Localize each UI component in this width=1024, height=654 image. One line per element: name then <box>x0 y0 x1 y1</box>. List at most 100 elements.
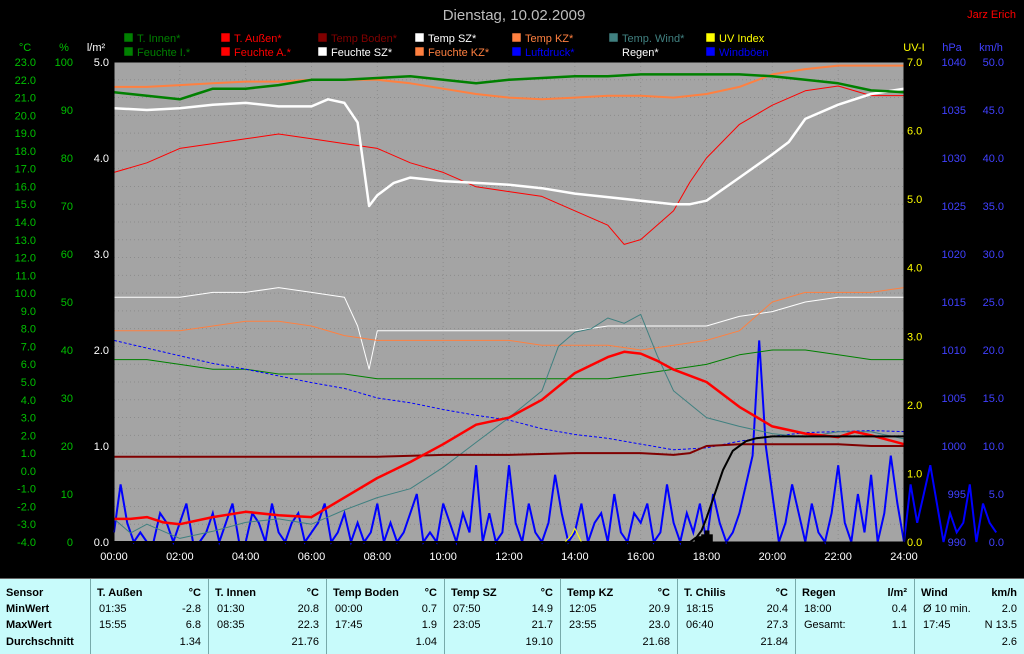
stats-min-value: 0.4 <box>891 603 907 615</box>
series-line-feuchte-kz <box>114 287 905 351</box>
temp-tick-label: 10.0 <box>15 288 36 300</box>
stats-max-value: 1.9 <box>421 619 437 631</box>
stats-max-value: N 13.5 <box>984 619 1017 631</box>
legend-label: UV Index <box>719 33 765 45</box>
temp-tick-label: 11.0 <box>15 270 36 282</box>
stats-column: T. Innen °C 01:30 20.8 08:35 22.3 21.76 <box>208 579 325 654</box>
x-tick-label: 14:00 <box>561 551 589 563</box>
stats-average-value: 21.84 <box>760 636 788 648</box>
legend-label: Luftdruck* <box>525 47 575 59</box>
temp-tick-label: 13.0 <box>15 235 36 247</box>
stats-column-title: Temp SZ <box>451 587 497 599</box>
stats-average-value: 19.10 <box>525 636 553 648</box>
legend-label: Regen* <box>622 47 659 59</box>
temp-tick-label: 23.0 <box>15 57 36 69</box>
stats-column-title: Temp Boden <box>333 587 399 599</box>
pressure-tick-label: 1015 <box>942 297 966 309</box>
series-line-t-au-en <box>114 350 905 526</box>
plot-frame <box>113 61 905 543</box>
x-tick-label: 24:00 <box>890 551 918 563</box>
stats-column: T. Chilis °C 18:15 20.4 06:40 27.3 21.84 <box>677 579 794 654</box>
pressure-tick-label: 1005 <box>942 393 966 405</box>
temp-tick-label: 15.0 <box>15 199 36 211</box>
stats-min-time: 00:00 <box>335 603 363 615</box>
humidity-tick-label: 0 <box>67 537 73 549</box>
stats-min-time: 12:05 <box>569 603 597 615</box>
legend-swatch <box>123 46 134 57</box>
x-tick-label: 04:00 <box>232 551 260 563</box>
temp-tick-label: 2.0 <box>21 430 36 442</box>
uv-tick-label: 6.0 <box>907 126 922 138</box>
x-tick-label: 10:00 <box>429 551 457 563</box>
pressure-tick-label: 1030 <box>942 153 966 165</box>
x-tick-label: 08:00 <box>364 551 392 563</box>
temp-tick-label: -2.0 <box>17 501 36 513</box>
stats-column-title: Temp KZ <box>567 587 614 599</box>
stats-row-label: MinWert <box>6 603 50 615</box>
stats-column-unit: °C <box>306 587 319 599</box>
statistics-table: Sensor MinWert MaxWert Durchschnitt T. Außen… <box>0 578 1024 654</box>
temp-tick-label: 14.0 <box>15 217 36 229</box>
wind-tick-label: 45.0 <box>983 105 1004 117</box>
legend-swatch <box>511 46 522 57</box>
stats-average-value: 1.04 <box>415 636 437 648</box>
legend-label: Temp KZ* <box>525 33 574 45</box>
temp-tick-label: 8.0 <box>21 324 36 336</box>
x-tick-label: 22:00 <box>824 551 852 563</box>
stats-average-value: 2.6 <box>1001 636 1017 648</box>
rain-bar <box>707 534 713 542</box>
wind-tick-label: 20.0 <box>983 345 1004 357</box>
temp-tick-label: 17.0 <box>15 164 36 176</box>
x-tick-label: 16:00 <box>627 551 655 563</box>
legend-swatch <box>414 46 425 57</box>
stats-column-unit: l/m² <box>887 587 907 599</box>
temp-tick-label: 7.0 <box>21 341 36 353</box>
legend-label: Temp SZ* <box>428 33 477 45</box>
humidity-tick-label: 10 <box>61 489 73 501</box>
wind-tick-label: 50.0 <box>983 57 1004 69</box>
uv-axis-label: UV-I <box>903 42 924 54</box>
pressure-tick-label: 1010 <box>942 345 966 357</box>
temp-tick-label: -1.0 <box>17 484 36 496</box>
stats-column-unit: °C <box>657 587 670 599</box>
stats-min-time: 01:30 <box>217 603 245 615</box>
legend-swatch <box>220 46 231 57</box>
wind-tick-label: 15.0 <box>983 393 1004 405</box>
temp-tick-label: 20.0 <box>15 110 36 122</box>
series-line-temp-wind <box>113 313 905 539</box>
temp-tick-label: 9.0 <box>21 306 36 318</box>
pressure-tick-label: 1020 <box>942 249 966 261</box>
wind-axis-label: km/h <box>979 42 1003 54</box>
rain-tick-label: 5.0 <box>94 57 109 69</box>
pressure-tick-label: 1025 <box>942 201 966 213</box>
stats-max-time: Gesamt: <box>804 619 846 631</box>
stats-column-unit: °C <box>424 587 437 599</box>
pressure-tick-label: 1000 <box>942 441 966 453</box>
x-tick-label: 20:00 <box>759 551 787 563</box>
rain-tick-label: 2.0 <box>94 345 109 357</box>
wind-tick-label: 40.0 <box>983 153 1004 165</box>
temp-tick-label: 6.0 <box>21 359 36 371</box>
stats-max-value: 6.8 <box>185 619 201 631</box>
series-line-temp-sz <box>113 87 905 208</box>
weather-chart: Dienstag, 10.02.2009 Jarz Erich T. Innen* T… <box>15 7 1016 563</box>
legend-swatch <box>317 46 328 57</box>
legend-swatch <box>220 32 231 43</box>
series-line-regen <box>114 435 904 543</box>
stats-column-title: Regen <box>802 587 836 599</box>
series-line-t-innen <box>113 73 905 101</box>
legend-label: Feuchte A.* <box>234 47 292 59</box>
stats-column-title: Wind <box>921 587 948 599</box>
humidity-tick-label: 30 <box>61 393 73 405</box>
rain-tick-label: 0.0 <box>94 537 109 549</box>
stats-column: Temp Boden °C 00:00 0.7 17:45 1.9 1.04 <box>326 579 443 654</box>
x-tick-label: 06:00 <box>298 551 326 563</box>
stats-column-unit: °C <box>775 587 788 599</box>
stats-column-title: T. Chilis <box>684 587 726 599</box>
stats-average-value: 21.76 <box>291 636 319 648</box>
x-tick-label: 02:00 <box>166 551 194 563</box>
humidity-axis-label: % <box>59 42 69 54</box>
temp-tick-label: 19.0 <box>15 128 36 140</box>
legend-swatch <box>123 32 134 43</box>
